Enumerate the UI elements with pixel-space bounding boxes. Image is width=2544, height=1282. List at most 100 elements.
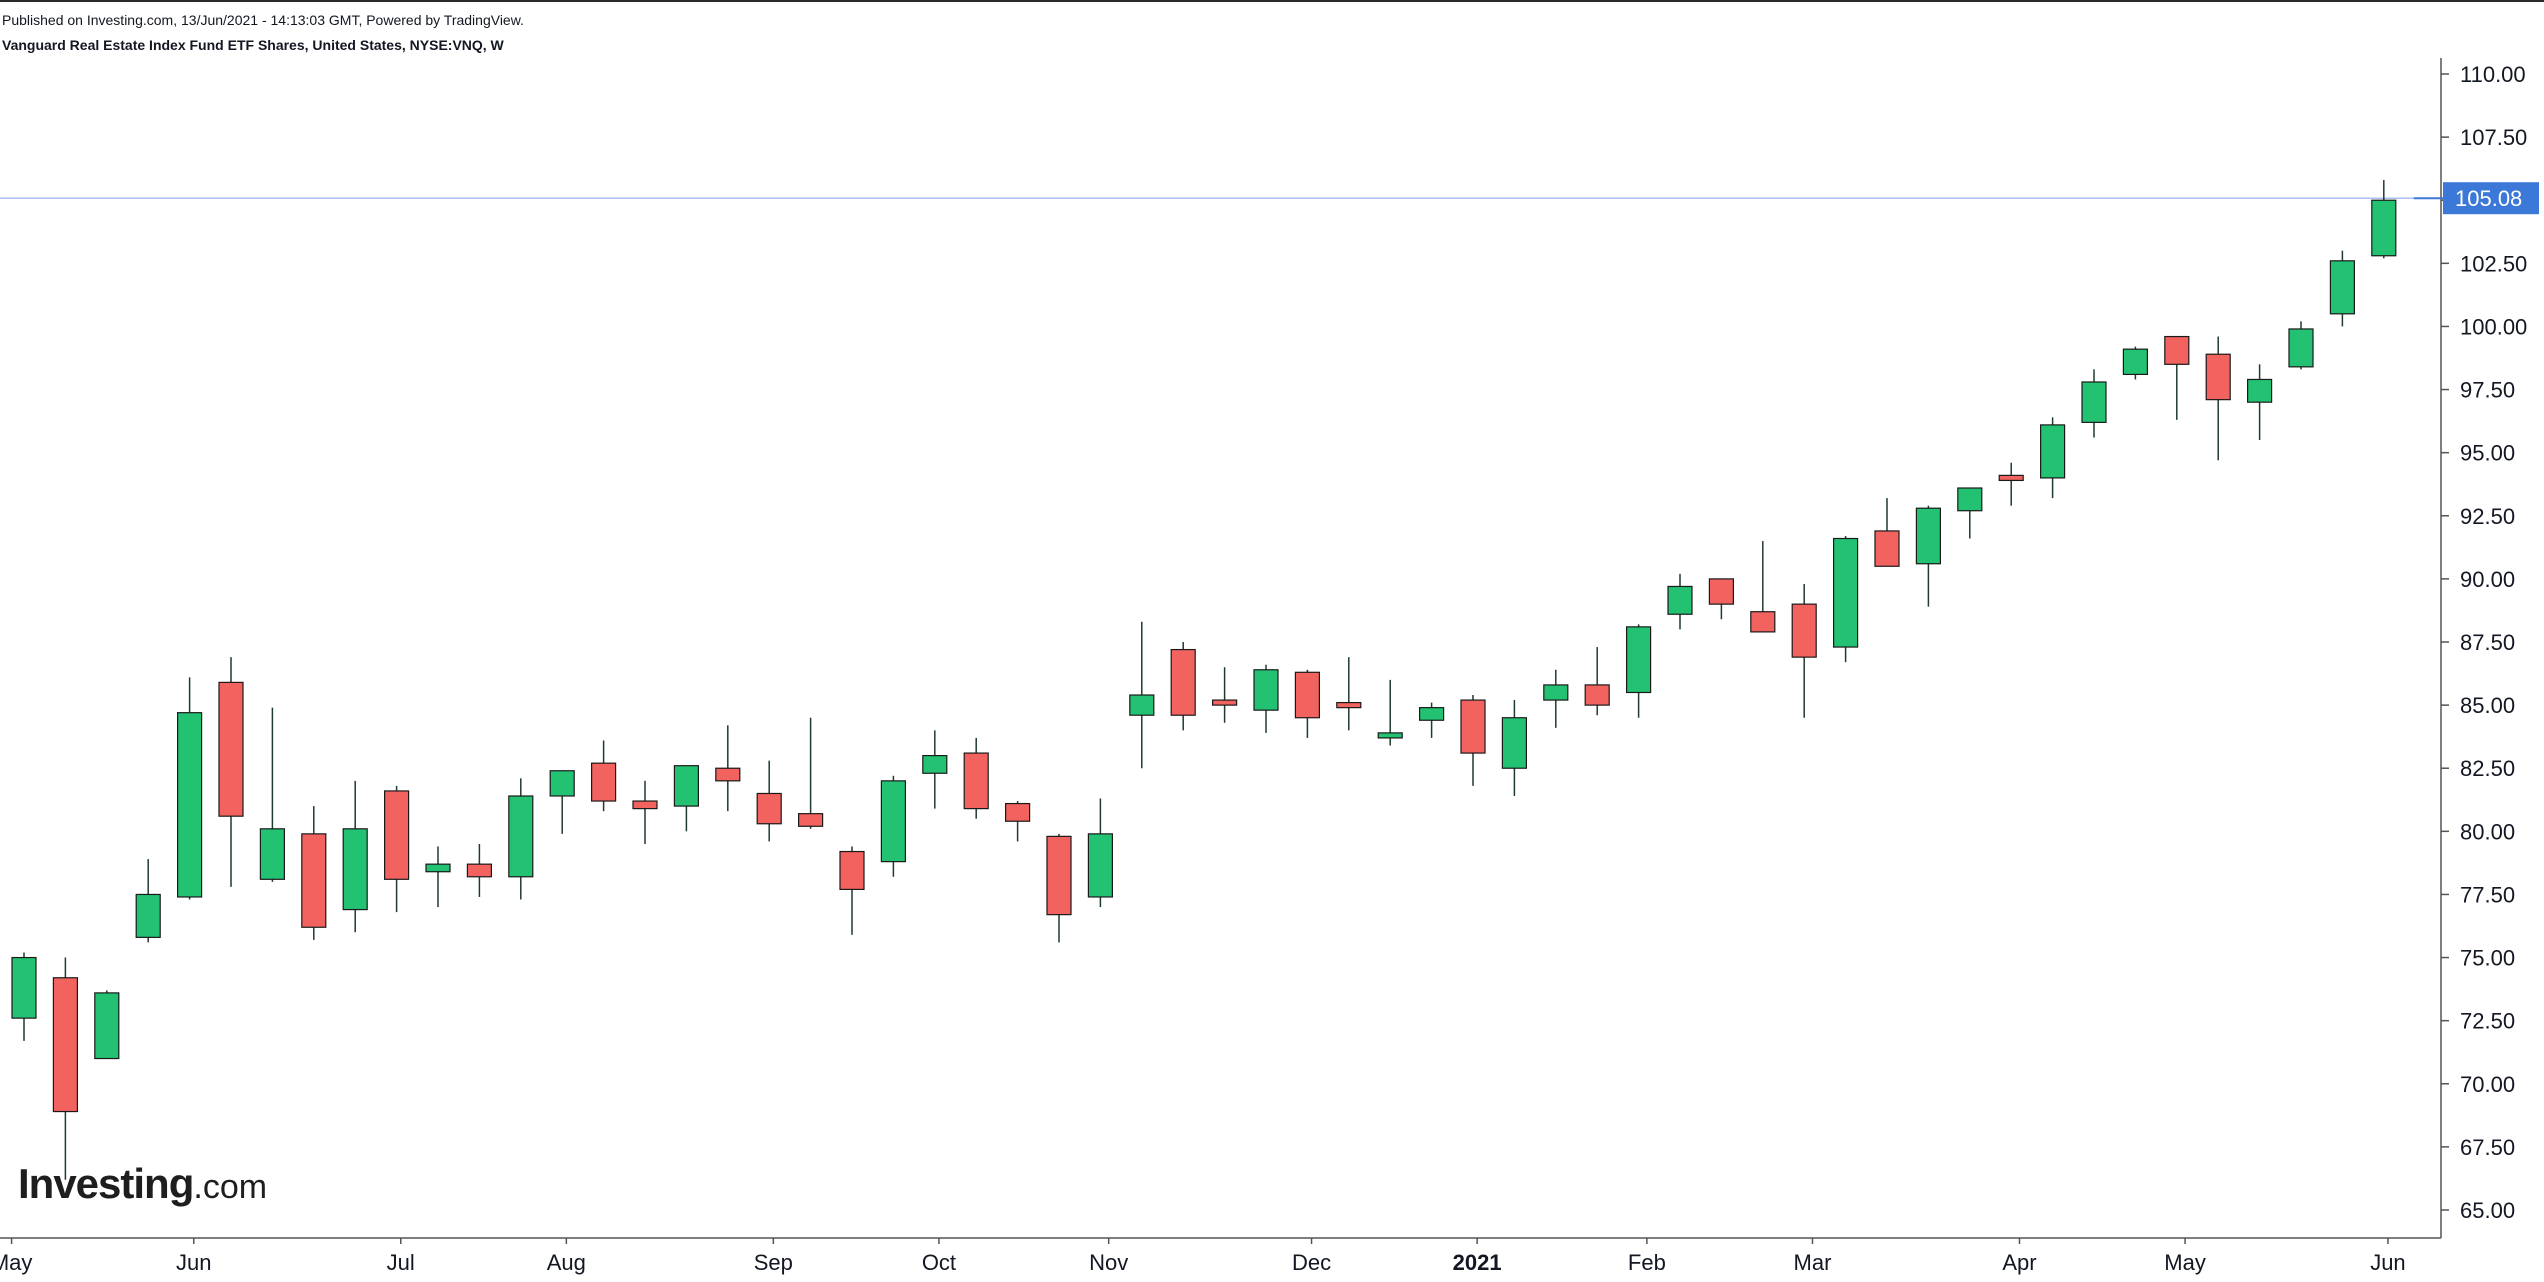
candle-body bbox=[2247, 378, 2273, 403]
x-tick-label: Sep bbox=[754, 1250, 793, 1275]
candle-body bbox=[1129, 694, 1155, 716]
candle-body bbox=[632, 800, 658, 810]
candle-body bbox=[1336, 701, 1362, 709]
symbol-title: Vanguard Real Estate Index Fund ETF Shar… bbox=[2, 37, 504, 53]
candle-body bbox=[466, 863, 492, 878]
y-tick-label: 82.50 bbox=[2460, 756, 2515, 781]
candle-up bbox=[1418, 702, 1445, 738]
candle-up bbox=[1501, 700, 1528, 796]
candle-up bbox=[11, 952, 37, 1041]
candle-up bbox=[94, 990, 120, 1060]
candle-body bbox=[1170, 648, 1196, 716]
candle-body bbox=[342, 828, 368, 911]
candle-down bbox=[590, 740, 617, 812]
logo-main: Investing bbox=[18, 1160, 194, 1207]
candle-up bbox=[259, 707, 285, 882]
y-tick-label: 85.00 bbox=[2460, 693, 2515, 718]
candle-body bbox=[1501, 717, 1528, 769]
candle-down bbox=[1708, 578, 1735, 620]
candle-body bbox=[1750, 611, 1776, 633]
candle-up bbox=[177, 677, 203, 900]
candle-body bbox=[2122, 348, 2148, 376]
candle-down bbox=[963, 737, 989, 819]
candle-body bbox=[94, 992, 120, 1060]
y-tick-labels: 65.00 67.50 70.00 72.50 75.00 77.50 80.00 82.50… bbox=[2441, 62, 2527, 1223]
candle-up bbox=[673, 765, 700, 832]
candle-down bbox=[301, 806, 327, 940]
y-tick-label: 72.50 bbox=[2460, 1009, 2515, 1034]
candle-body bbox=[1791, 603, 1817, 658]
candle-body bbox=[2081, 381, 2107, 423]
x-tick-label: Mar bbox=[1794, 1250, 1832, 1275]
logo-suffix: .com bbox=[193, 1168, 268, 1206]
candle-up bbox=[922, 730, 948, 809]
y-tick-label: 110.00 bbox=[2460, 62, 2526, 87]
candle-body bbox=[384, 790, 410, 880]
candle-body bbox=[52, 977, 79, 1113]
x-tick-label: Feb bbox=[1628, 1250, 1666, 1275]
candle-down bbox=[218, 657, 244, 887]
candle-body bbox=[1832, 537, 1859, 648]
candle-up bbox=[508, 778, 534, 900]
candle-up bbox=[2122, 346, 2148, 380]
candle-down bbox=[1791, 583, 1817, 718]
candle-body bbox=[2329, 260, 2355, 315]
candle-body bbox=[1087, 833, 1114, 898]
candle-body bbox=[2288, 328, 2314, 368]
candle-body bbox=[1253, 669, 1279, 711]
candle-down bbox=[1998, 462, 2024, 506]
y-tick-label: 67.50 bbox=[2460, 1135, 2515, 1160]
candle-up bbox=[135, 859, 161, 943]
candle-up bbox=[1625, 624, 1652, 718]
candle-body bbox=[2371, 199, 2397, 257]
candle-body bbox=[963, 752, 989, 810]
candle-down bbox=[839, 846, 865, 935]
y-tick-label: 90.00 bbox=[2460, 567, 2515, 592]
candle-body bbox=[1957, 487, 1983, 512]
y-tick-label: 70.00 bbox=[2460, 1072, 2515, 1097]
x-tick-label: Nov bbox=[1089, 1250, 1128, 1275]
candle-down bbox=[1336, 657, 1362, 731]
candle-down bbox=[1004, 801, 1031, 842]
candle-up bbox=[1087, 798, 1114, 908]
candle-body bbox=[756, 792, 782, 825]
candle-up bbox=[1253, 664, 1279, 733]
x-tick-label: May bbox=[2164, 1250, 2206, 1275]
candle-down bbox=[1584, 647, 1610, 716]
x-tick-label: Jun bbox=[2370, 1250, 2405, 1275]
investing-logo: Investing.com bbox=[18, 1160, 267, 1208]
candle-down bbox=[756, 760, 782, 842]
last-price-label: 105.08 bbox=[2455, 186, 2522, 211]
candle-body bbox=[1460, 699, 1486, 754]
candle-body bbox=[218, 681, 244, 817]
y-tick-label: 102.50 bbox=[2460, 251, 2527, 276]
candle-body bbox=[1625, 626, 1652, 694]
candle-up bbox=[2288, 321, 2314, 370]
candle-down bbox=[1294, 669, 1321, 738]
candle-down bbox=[2205, 336, 2231, 461]
candle-down bbox=[466, 843, 492, 897]
candle-up bbox=[1832, 535, 1859, 663]
candle-body bbox=[2039, 424, 2066, 479]
y-tick-label: 80.00 bbox=[2460, 819, 2515, 844]
x-tick-label: Apr bbox=[2002, 1250, 2036, 1275]
candle-down bbox=[2164, 335, 2190, 420]
candle-down bbox=[1750, 541, 1776, 633]
y-tick-label: 65.00 bbox=[2460, 1198, 2515, 1223]
x-tick-label: Dec bbox=[1292, 1250, 1331, 1275]
candle-body bbox=[135, 893, 161, 938]
candle-body bbox=[880, 780, 907, 863]
last-price-marker: 105.08 bbox=[2413, 182, 2539, 215]
candle-body bbox=[1294, 671, 1321, 719]
candles-layer bbox=[11, 180, 2397, 1180]
candle-body bbox=[1004, 802, 1031, 822]
candle-body bbox=[1667, 585, 1693, 615]
top-border bbox=[0, 0, 2544, 2]
candle-body bbox=[177, 712, 203, 898]
candle-body bbox=[11, 956, 37, 1019]
x-tick-label: Oct bbox=[922, 1250, 956, 1275]
candle-up bbox=[2247, 364, 2273, 441]
candle-body bbox=[1874, 530, 1900, 567]
x-tick-label: Jun bbox=[176, 1250, 211, 1275]
